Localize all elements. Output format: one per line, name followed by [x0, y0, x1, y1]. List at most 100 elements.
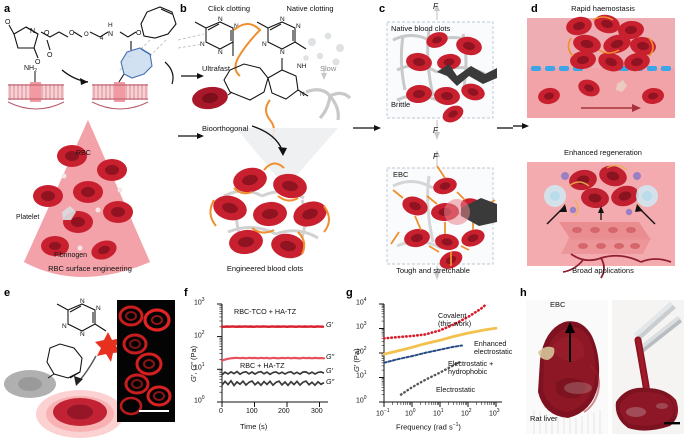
force-label-top: F	[433, 2, 438, 11]
panel-a-letter: a	[4, 3, 11, 15]
g-ann-2-line1: Electrostatic +	[448, 359, 494, 368]
panel-d: d Rapid haemostasis	[513, 0, 685, 280]
g-ann-1-line1: Enhanced	[474, 339, 507, 348]
panel-e-letter: e	[4, 287, 11, 299]
panel-h-label-ebc: EBC	[550, 300, 566, 309]
g-ytick-0: 100	[356, 395, 367, 405]
panel-b-letter: b	[180, 3, 187, 15]
panel-c-letter: c	[379, 3, 386, 15]
svg-text:O: O	[136, 30, 142, 37]
svg-text:N: N	[296, 23, 301, 30]
g-ytick-2: 102	[356, 346, 367, 356]
panel-f-letter: f	[184, 287, 188, 299]
force-label-mid: F	[433, 126, 438, 135]
svg-text:NH: NH	[297, 63, 307, 70]
g-ytick-3: 103	[356, 321, 367, 331]
svg-text:O: O	[69, 30, 75, 37]
panel-d-caption: Broad applications	[572, 266, 634, 275]
panel-h: h	[506, 286, 685, 448]
panel-h-label-organ: Rat liver	[530, 414, 558, 423]
svg-text:N: N	[234, 23, 239, 30]
svg-text:O: O	[47, 52, 53, 59]
f-xaxis-label: Time (s)	[240, 422, 268, 431]
label-bioorthogonal: Bioorthogonal	[202, 124, 249, 133]
g-annotation-electrostatic: Electrostatic	[436, 385, 476, 394]
panel-b-graphic: N N N N N N N N	[178, 16, 352, 259]
svg-text:N: N	[280, 16, 285, 23]
peg-repeat-label: 4	[100, 36, 104, 42]
panel-a-graphic: O O N O O O O 4 H N O O	[5, 6, 177, 277]
panel-b-caption: Engineered blood clots	[226, 264, 304, 273]
g-xaxis-label: Frequency (rad s−1)	[396, 422, 461, 432]
svg-text:N: N	[280, 49, 285, 56]
panel-a: a O O N O O O O	[0, 0, 178, 280]
panel-d-letter: d	[531, 3, 538, 15]
panel-d-bottom-title: Enhanced regeneration	[564, 148, 642, 157]
g-ann-0-line1: Covalent	[438, 311, 467, 320]
svg-text:N: N	[262, 41, 267, 48]
f-xtick-0: 0	[219, 408, 223, 415]
f-series-label-2: G′	[326, 366, 333, 375]
panel-f: f	[178, 286, 338, 448]
g-ytick-4: 104	[356, 297, 367, 307]
f-annotation-1: RBC + HA-TZ	[240, 361, 285, 370]
svg-text:NH2: NH2	[24, 65, 37, 74]
g-annotation-hydrophobic: Electrostatic + hydrophobic	[448, 359, 494, 377]
g-xtick-1: 100	[405, 408, 416, 418]
scale-bar	[139, 410, 169, 412]
panel-e-graphic: N N N N	[4, 298, 124, 438]
panel-c-top-title: Native blood clots	[391, 24, 451, 33]
f-annotation-0: RBC-TCO + HA-TZ	[234, 307, 297, 316]
f-xtick-3: 300	[311, 408, 323, 415]
fluorophore-icon	[95, 332, 122, 362]
g-xtick-0: 10−1	[376, 408, 390, 418]
panel-c-caption: Tough and stretchable	[396, 266, 470, 275]
svg-text:O: O	[44, 30, 50, 37]
panel-e: e N N N N	[0, 286, 178, 448]
g-ann-0-line2: (this work)	[438, 319, 472, 329]
svg-text:O: O	[5, 19, 11, 26]
panel-b: b Click clotting Native clotting N N N N	[178, 0, 353, 280]
panel-c: c	[353, 0, 513, 280]
panel-h-letter: h	[520, 287, 527, 299]
f-series-label-1: G″	[326, 352, 335, 361]
f-ytick-2: 102	[194, 330, 205, 340]
svg-text:N: N	[200, 41, 205, 48]
g-ann-2-line2: hydrophobic	[448, 367, 488, 377]
g-xtick-3: 102	[461, 408, 472, 418]
svg-text:N: N	[80, 298, 85, 305]
f-series-label-0: G′	[326, 320, 333, 329]
svg-text:N: N	[96, 305, 101, 312]
svg-text:N: N	[300, 91, 305, 98]
svg-text:N: N	[108, 31, 113, 38]
confocal-micrograph	[117, 300, 175, 422]
panel-g: g	[338, 286, 512, 448]
g-ann-1-line2: electrostatic	[474, 347, 513, 357]
panel-d-graphic	[513, 14, 675, 279]
panel-g-letter: g	[346, 287, 353, 299]
g-annotation-covalent: Covalent (this work)	[438, 311, 472, 329]
f-xtick-1: 100	[246, 408, 258, 415]
membrane-right	[91, 73, 149, 110]
panel-g-chart	[379, 303, 502, 407]
svg-text:N: N	[62, 323, 67, 330]
svg-text:N: N	[80, 331, 85, 338]
svg-text:H: H	[108, 22, 113, 29]
svg-text:N: N	[218, 49, 223, 56]
panel-f-chart	[217, 303, 328, 407]
svg-text:O: O	[84, 32, 89, 38]
force-label-bottom: F	[433, 152, 438, 161]
f-series-label-3: G″	[326, 377, 335, 386]
f-yaxis-label: G′, G″ (Pa)	[189, 345, 198, 382]
panel-c-graphic	[353, 4, 513, 280]
rat-liver-photo-left	[526, 300, 608, 434]
f-ytick-1: 101	[194, 362, 205, 372]
panel-b-title-right: Native clotting	[286, 4, 334, 13]
label-rbc: RBC	[76, 150, 91, 157]
panel-a-caption: RBC surface engineering	[48, 264, 132, 273]
label-ultrafast: Ultrafast	[202, 64, 230, 73]
engineered-clot	[209, 162, 330, 259]
rat-liver-photo-right	[612, 300, 684, 434]
svg-text:N: N	[30, 28, 35, 35]
